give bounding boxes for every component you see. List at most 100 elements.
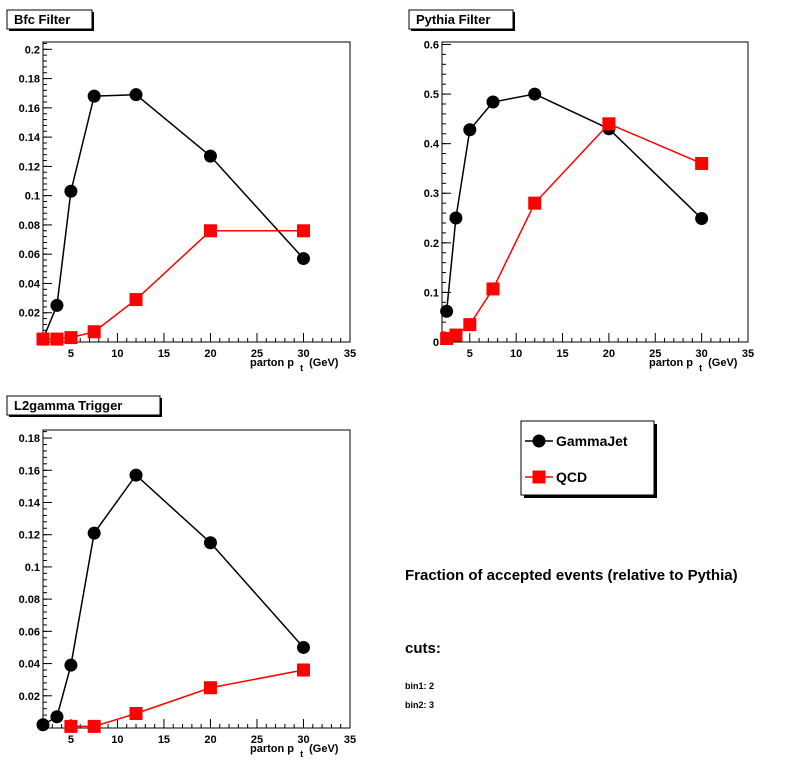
data-point-qcd [296, 663, 310, 677]
x-axis-title-subscript: t [699, 363, 702, 373]
y-tick-label: 0.02 [19, 691, 40, 703]
data-point-qcd [64, 331, 78, 345]
panel-title: L2gamma Trigger [14, 398, 122, 413]
panel-title: Pythia Filter [416, 12, 490, 27]
y-axis: 0.02 0.04 0.06 0.08 0.1 0.12 0.14 0.16 0.18 [19, 431, 52, 729]
legend-label-gammajet: GammaJet [556, 433, 628, 449]
legend-entry-gammajet: GammaJet [525, 433, 628, 449]
data-point-gammajet [449, 211, 463, 225]
data-point-gammajet [64, 658, 78, 672]
y-tick-label: 0.04 [19, 278, 41, 290]
bin2-text: bin2: 3 [405, 700, 434, 710]
data-point-gammajet [463, 123, 477, 137]
y-tick-label: 0.18 [19, 433, 40, 445]
data-point-gammajet [695, 212, 709, 226]
data-point-qcd [129, 707, 143, 721]
y-tick-label: 0.06 [19, 626, 40, 638]
y-tick-label: 0.14 [19, 132, 41, 144]
data-point-qcd [463, 318, 477, 332]
x-axis-title-subscript: t [300, 749, 303, 759]
x-axis-title: parton p t (GeV) [250, 743, 339, 760]
y-tick-label: 0.4 [424, 139, 440, 151]
x-tick-label: 30 [297, 734, 309, 746]
l2gamma-trigger-panel: L2gamma Trigger 0.020.040.060.080.10.120… [6, 395, 356, 760]
x-tick-label: 20 [603, 348, 615, 360]
data-point-gammajet [64, 184, 78, 198]
data-point-gammajet [87, 526, 101, 540]
plot-frame [441, 41, 749, 343]
x-tick-label: 35 [344, 348, 356, 360]
x-axis-title-subscript: t [300, 363, 303, 373]
x-axis-title-main: parton p [649, 357, 693, 369]
series-line-gammajet [42, 93, 305, 340]
y-axis: 0.02 0.04 0.06 0.08 0.1 0.12 0.14 0.16 0.18 0.2 [19, 42, 52, 343]
x-tick-label: 5 [68, 348, 74, 360]
x-tick-label: 30 [696, 348, 708, 360]
x-tick-label: 35 [742, 348, 754, 360]
panel-title-box [408, 9, 514, 30]
x-tick-label: 15 [158, 734, 170, 746]
x-tick-label: 5 [68, 734, 74, 746]
series-line-qcd [446, 122, 702, 340]
data-point-gammajet [296, 252, 310, 266]
y-tick-label: 0.04 [19, 659, 41, 671]
data-point-gammajet [203, 149, 217, 163]
y-tick-label: 0.16 [19, 103, 40, 115]
data-point-qcd [486, 282, 500, 296]
y-tick-label: 0.2 [25, 44, 40, 56]
data-point-qcd [50, 332, 64, 346]
data-point-qcd [695, 156, 709, 170]
x-tick-label: 25 [251, 348, 263, 360]
x-tick-label: 25 [251, 734, 263, 746]
x-tick-label: 10 [111, 734, 123, 746]
data-point-gammajet [50, 298, 64, 312]
data-point-qcd [87, 719, 101, 733]
x-axis: 5 10 15 20 25 30 35 [42, 333, 356, 360]
y-tick-label: 0.16 [19, 465, 40, 477]
x-axis-title-main: parton p [250, 743, 294, 755]
data-point-gammajet [528, 87, 542, 101]
y-tick-label: 0.12 [19, 161, 40, 173]
x-tick-label: 20 [204, 734, 216, 746]
legend-entry-qcd: QCD [525, 469, 587, 485]
legend-marker-qcd [532, 470, 546, 484]
x-tick-label: 10 [510, 348, 522, 360]
data-point-gammajet [296, 640, 310, 654]
series-line-gammajet [445, 93, 703, 312]
bfc-filter-panel: Bfc Filter 0.020.040.060.080.10.120.140.… [6, 9, 356, 373]
data-point-qcd [528, 196, 542, 210]
legend: GammaJet QCD [520, 420, 657, 498]
series-line-qcd [43, 230, 304, 340]
plot-frame [42, 41, 351, 343]
y-tick-label: 0.5 [424, 89, 439, 101]
y-tick-label: 0.6 [424, 39, 439, 51]
y-tick-label: 0.12 [19, 530, 40, 542]
data-point-gammajet [50, 710, 64, 724]
series-line-qcd [70, 669, 304, 728]
x-tick-label: 30 [297, 348, 309, 360]
data-point-qcd [36, 332, 50, 346]
x-axis-title-unit: (GeV) [309, 743, 339, 755]
series-group [36, 88, 310, 346]
y-tick-label: 0.3 [424, 188, 439, 200]
data-point-qcd [87, 325, 101, 339]
data-point-qcd [129, 293, 143, 307]
x-tick-label: 25 [649, 348, 661, 360]
data-point-qcd [64, 719, 78, 733]
x-tick-label: 20 [204, 348, 216, 360]
y-tick-label: 0.08 [19, 594, 40, 606]
x-tick-label: 5 [467, 348, 473, 360]
data-point-gammajet [129, 468, 143, 482]
x-axis-title-main: parton p [250, 357, 294, 369]
series-group [36, 468, 310, 733]
pythia-filter-panel: Pythia Filter 0 0.1 0.2 0.3 0.4 0.5 0.6 5 10 15 2… [408, 9, 754, 374]
cuts-label: cuts: [405, 640, 441, 657]
x-axis-title: parton p t (GeV) [649, 357, 738, 374]
series-group [440, 87, 709, 346]
x-tick-label: 15 [158, 348, 170, 360]
headline-text: Fraction of accepted events (relative to… [405, 567, 738, 584]
data-point-gammajet [440, 304, 454, 318]
x-tick-label: 15 [556, 348, 568, 360]
y-tick-label: 0.1 [25, 191, 40, 203]
y-tick-label: 0 [433, 337, 439, 349]
